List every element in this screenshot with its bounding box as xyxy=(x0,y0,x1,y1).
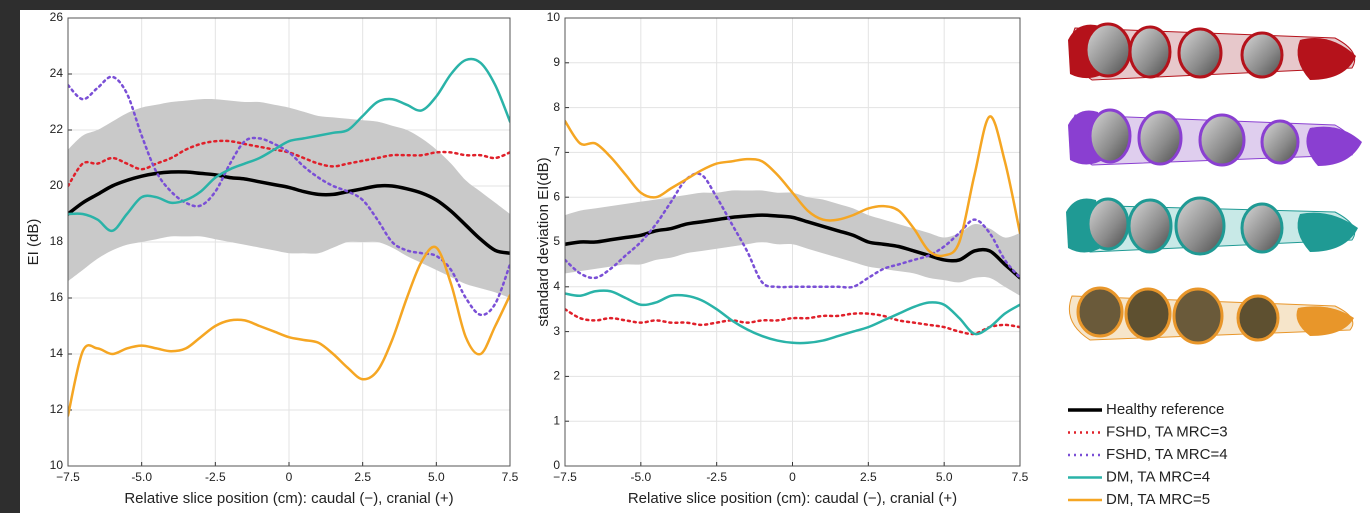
y-axis-label: EI (dB) xyxy=(25,219,42,266)
y-tick-label: 0 xyxy=(553,458,560,472)
y-tick-label: 1 xyxy=(553,413,560,427)
x-axis-label: Relative slice position (cm): caudal (−)… xyxy=(124,490,453,507)
line-chart: 0 1 2 3 4 5 6 7 8 9 10 −7.5 -5.0 -2.5 0 2.5 5.0 7.5 Relati… xyxy=(535,10,1029,507)
x-tick-label: 5.0 xyxy=(428,470,445,484)
sd-band xyxy=(565,190,1020,296)
y-tick-label: 22 xyxy=(50,122,64,136)
series-line xyxy=(565,115,1020,258)
x-tick-label: -2.5 xyxy=(205,470,226,484)
y-tick-label: 6 xyxy=(553,189,560,203)
series-line xyxy=(68,245,510,417)
legend-label: FSHD, TA MRC=4 xyxy=(1106,446,1228,463)
legend-label: Healthy reference xyxy=(1106,401,1224,418)
x-axis-label: Relative slice position (cm): caudal (−)… xyxy=(628,490,957,507)
y-tick-label: 10 xyxy=(547,10,561,24)
y-tick-label: 7 xyxy=(553,145,560,159)
y-tick-label: 18 xyxy=(50,234,64,248)
series-line xyxy=(565,172,1020,289)
y-tick-label: 10 xyxy=(50,458,64,472)
x-tick-label: 0 xyxy=(789,470,796,484)
rendering-teal xyxy=(1066,196,1358,256)
plot-lines xyxy=(68,57,510,417)
legend-label: DM, TA MRC=4 xyxy=(1106,468,1210,485)
series-line xyxy=(565,289,1020,345)
line-chart: 10 12 14 16 18 20 22 24 26 −7.5 -5.0 -2.5 0 2.5 5.0 7.5… xyxy=(25,10,519,507)
muscle-renderings xyxy=(1066,22,1362,345)
y-tick-label: 26 xyxy=(50,10,64,24)
legend-label: DM, TA MRC=5 xyxy=(1106,491,1210,508)
y-tick-label: 20 xyxy=(50,178,64,192)
rendering-red xyxy=(1068,22,1356,81)
y-tick-label: 2 xyxy=(553,369,560,383)
x-tick-label: −7.5 xyxy=(56,470,80,484)
x-tick-label: 0 xyxy=(286,470,293,484)
y-tick-label: 9 xyxy=(553,55,560,69)
legend: Healthy reference FSHD, TA MRC=3 FSHD, TA … xyxy=(1062,398,1262,511)
legend-label: FSHD, TA MRC=3 xyxy=(1106,423,1228,440)
rendering-orange xyxy=(1068,286,1354,345)
x-tick-label: -5.0 xyxy=(131,470,152,484)
x-tick-label: -5.0 xyxy=(630,470,651,484)
series-line xyxy=(68,139,510,188)
x-tick-label: -2.5 xyxy=(706,470,727,484)
series-line xyxy=(68,170,510,255)
plot-frame xyxy=(564,17,1021,467)
x-tick-label: 2.5 xyxy=(860,470,877,484)
rendering-purple xyxy=(1068,108,1362,167)
y-tick-label: 5 xyxy=(553,234,560,248)
y-tick-label: 8 xyxy=(553,100,560,114)
series-line xyxy=(565,213,1020,280)
y-axis-label: standard deviation EI(dB) xyxy=(535,157,552,326)
x-tick-label: 7.5 xyxy=(502,470,519,484)
legend-box xyxy=(1062,398,1262,511)
series-line xyxy=(565,307,1020,336)
y-tick-label: 16 xyxy=(50,290,64,304)
plot-frame xyxy=(67,17,511,467)
x-tick-label: 2.5 xyxy=(354,470,371,484)
x-tick-label: 7.5 xyxy=(1012,470,1029,484)
plot-lines xyxy=(565,115,1020,345)
series-line xyxy=(68,57,510,233)
y-tick-label: 3 xyxy=(553,324,560,338)
y-tick-label: 24 xyxy=(50,66,64,80)
y-tick-label: 14 xyxy=(50,346,64,360)
x-tick-label: 5.0 xyxy=(936,470,953,484)
x-tick-label: −7.5 xyxy=(553,470,577,484)
series-line xyxy=(68,75,510,317)
y-tick-label: 4 xyxy=(553,279,560,293)
y-tick-label: 12 xyxy=(50,402,64,416)
